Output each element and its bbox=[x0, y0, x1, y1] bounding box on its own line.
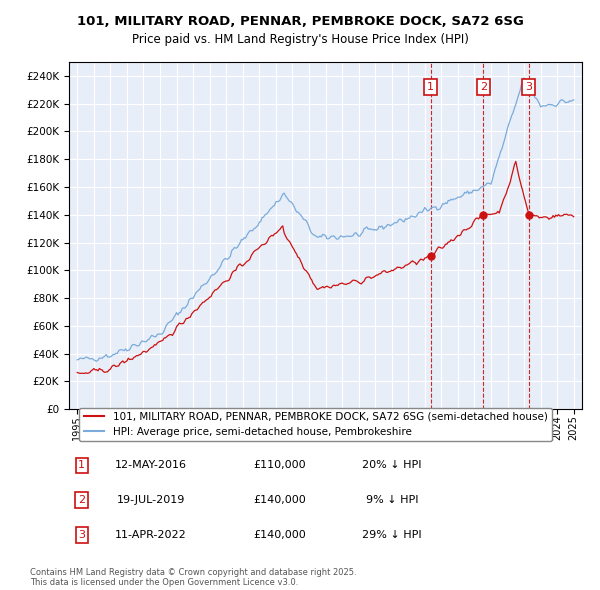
Text: 12-MAY-2016: 12-MAY-2016 bbox=[115, 460, 187, 470]
Text: 1: 1 bbox=[79, 460, 85, 470]
Text: £140,000: £140,000 bbox=[253, 495, 306, 505]
Text: 1: 1 bbox=[427, 82, 434, 92]
Text: 2: 2 bbox=[480, 82, 487, 92]
Text: £140,000: £140,000 bbox=[253, 530, 306, 540]
Text: 9% ↓ HPI: 9% ↓ HPI bbox=[366, 495, 418, 505]
Text: 3: 3 bbox=[79, 530, 85, 540]
Text: Contains HM Land Registry data © Crown copyright and database right 2025.
This d: Contains HM Land Registry data © Crown c… bbox=[30, 568, 356, 587]
Text: 101, MILITARY ROAD, PENNAR, PEMBROKE DOCK, SA72 6SG: 101, MILITARY ROAD, PENNAR, PEMBROKE DOC… bbox=[77, 15, 523, 28]
Text: 19-JUL-2019: 19-JUL-2019 bbox=[117, 495, 185, 505]
Text: 20% ↓ HPI: 20% ↓ HPI bbox=[362, 460, 422, 470]
Text: 2: 2 bbox=[78, 495, 85, 505]
Text: £110,000: £110,000 bbox=[253, 460, 305, 470]
Text: 3: 3 bbox=[525, 82, 532, 92]
Text: 11-APR-2022: 11-APR-2022 bbox=[115, 530, 187, 540]
Legend: 101, MILITARY ROAD, PENNAR, PEMBROKE DOCK, SA72 6SG (semi-detached house), HPI: : 101, MILITARY ROAD, PENNAR, PEMBROKE DOC… bbox=[79, 408, 552, 441]
Text: Price paid vs. HM Land Registry's House Price Index (HPI): Price paid vs. HM Land Registry's House … bbox=[131, 33, 469, 46]
Text: 29% ↓ HPI: 29% ↓ HPI bbox=[362, 530, 422, 540]
